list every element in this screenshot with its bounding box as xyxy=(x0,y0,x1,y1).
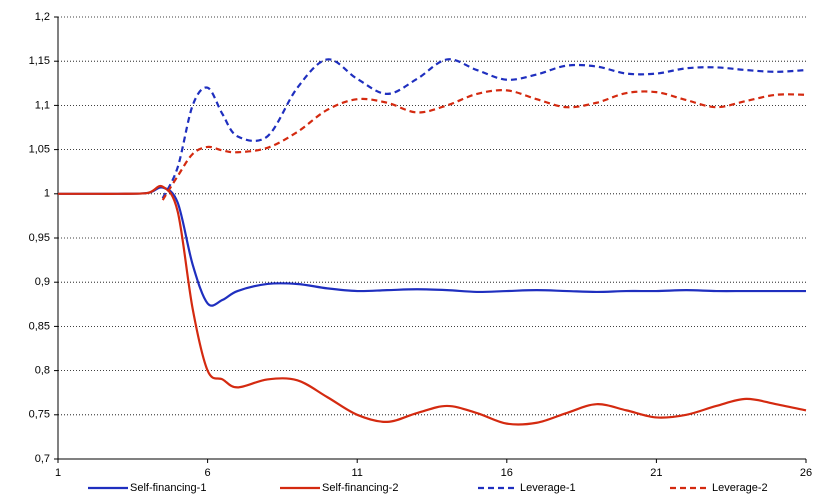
y-tick-label: 0,7 xyxy=(35,453,50,465)
y-tick-label: 0,95 xyxy=(29,232,50,244)
x-tick-label: 21 xyxy=(650,467,662,479)
x-tick-label: 16 xyxy=(501,467,513,479)
legend-label: Self-financing-1 xyxy=(130,482,206,494)
y-tick-label: 1,05 xyxy=(29,144,50,156)
legend-label: Self-financing-2 xyxy=(322,482,398,494)
y-tick-label: 1 xyxy=(44,188,50,200)
y-tick-label: 1,1 xyxy=(35,99,50,111)
x-tick-label: 11 xyxy=(351,467,362,479)
y-tick-label: 0,75 xyxy=(29,409,50,421)
legend-label: Leverage-2 xyxy=(712,482,768,494)
series-line xyxy=(58,184,807,426)
y-tick-label: 1,2 xyxy=(35,11,50,23)
y-tick-label: 1,15 xyxy=(29,55,50,67)
y-tick-label: 0,85 xyxy=(29,320,50,332)
x-tick-label: 6 xyxy=(205,467,211,479)
y-tick-label: 0,8 xyxy=(35,365,50,377)
series-line xyxy=(161,89,807,201)
legend-label: Leverage-1 xyxy=(520,482,576,494)
series-line xyxy=(58,186,806,307)
x-tick-label: 26 xyxy=(800,467,812,479)
series-line xyxy=(161,58,807,199)
y-tick-label: 0,9 xyxy=(35,276,50,288)
x-tick-label: 1 xyxy=(55,467,61,479)
